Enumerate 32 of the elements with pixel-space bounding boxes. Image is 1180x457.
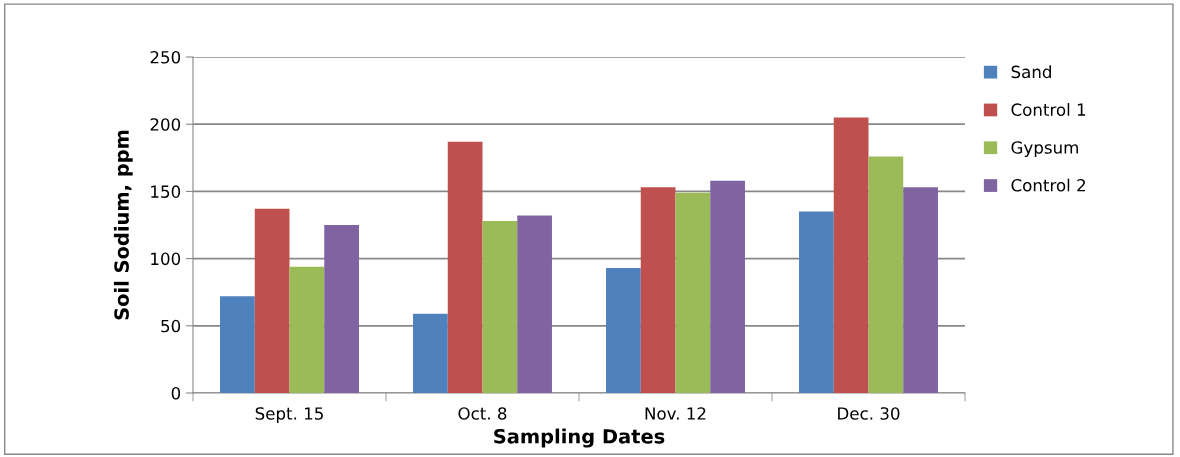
bar: [606, 268, 641, 393]
bar: [254, 208, 290, 393]
y-tick-label: 150: [151, 185, 181, 198]
y-tick-label: 50: [161, 319, 181, 333]
bar: [799, 211, 834, 393]
bar: [289, 266, 325, 393]
bar: [640, 187, 676, 393]
bar: [675, 192, 711, 393]
y-tick-label: 200: [150, 118, 181, 131]
y-axis-title: Soil Sodium, ppm: [113, 130, 133, 320]
x-tick-label: Sept. 15: [255, 407, 323, 424]
bar: [324, 225, 359, 393]
bar: [868, 156, 904, 393]
y-tick-label: 0: [171, 386, 181, 400]
bar: [833, 117, 869, 393]
x-tick-label: Dec. 30: [838, 407, 900, 420]
legend-label: Gypsum: [1011, 141, 1078, 157]
bar: [413, 313, 448, 393]
bar: [710, 180, 745, 393]
y-tick-label: 100: [151, 252, 181, 266]
legend-label: Control 2: [1011, 178, 1085, 192]
x-tick-label: Nov. 12: [645, 407, 706, 420]
y-tick-label: 250: [150, 50, 181, 64]
legend-label: Sand: [1011, 65, 1051, 79]
bar: [482, 220, 518, 393]
x-tick-label: Oct. 8: [458, 407, 507, 420]
bar: [220, 296, 255, 393]
x-axis-title: Sampling Dates: [494, 428, 665, 448]
legend-label: Control 1: [1011, 103, 1086, 116]
bar: [447, 141, 483, 393]
bar: [517, 215, 552, 393]
bar: [903, 187, 938, 393]
